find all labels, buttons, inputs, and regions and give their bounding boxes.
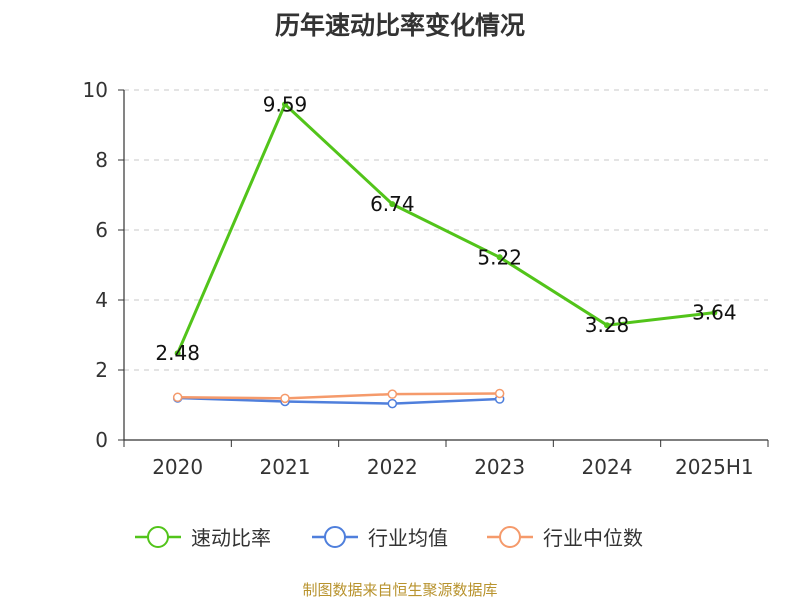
x-tick-label: 2023 [474,455,525,479]
y-tick-label: 2 [95,358,108,382]
series-line [177,392,500,400]
x-tick-label: 2021 [260,455,311,479]
data-label: 5.22 [477,245,522,269]
data-point [711,309,718,316]
legend-label: 行业中位数 [543,526,643,550]
legend-swatch-marker [147,526,169,548]
x-tick-label: 2022 [367,455,418,479]
data-label: 6.74 [370,192,415,216]
legend-swatch-marker [499,526,521,548]
data-point [604,322,610,329]
data-label: 9.59 [263,92,308,116]
data-point [496,254,503,261]
y-tick-label: 8 [95,148,108,172]
data-point [387,389,398,399]
data-point [174,350,181,357]
data-label: 2.48 [155,341,200,365]
data-point [389,201,396,208]
legend-swatch-marker [324,526,346,548]
legend-label: 速动比率 [191,526,271,550]
series-line [177,396,500,405]
data-point [494,388,505,399]
y-tick-label: 4 [95,288,108,312]
data-label: 3.64 [692,301,737,325]
y-tick-label: 10 [83,78,108,102]
data-point [280,393,290,404]
y-tick-label: 0 [95,428,108,452]
data-label: 3.28 [585,313,630,337]
x-tick-label: 2025H1 [675,455,754,479]
legend-label: 行业均值 [368,526,448,550]
chart-title: 历年速动比率变化情况 [274,11,525,40]
x-tick-label: 2024 [582,455,633,479]
data-point [282,101,288,108]
x-tick-label: 2020 [152,455,203,479]
data-point [172,392,183,403]
data-point [387,398,398,409]
y-tick-label: 6 [95,218,108,242]
source-note: 制图数据来自恒生聚源数据库 [302,581,498,599]
series-line [176,102,715,354]
